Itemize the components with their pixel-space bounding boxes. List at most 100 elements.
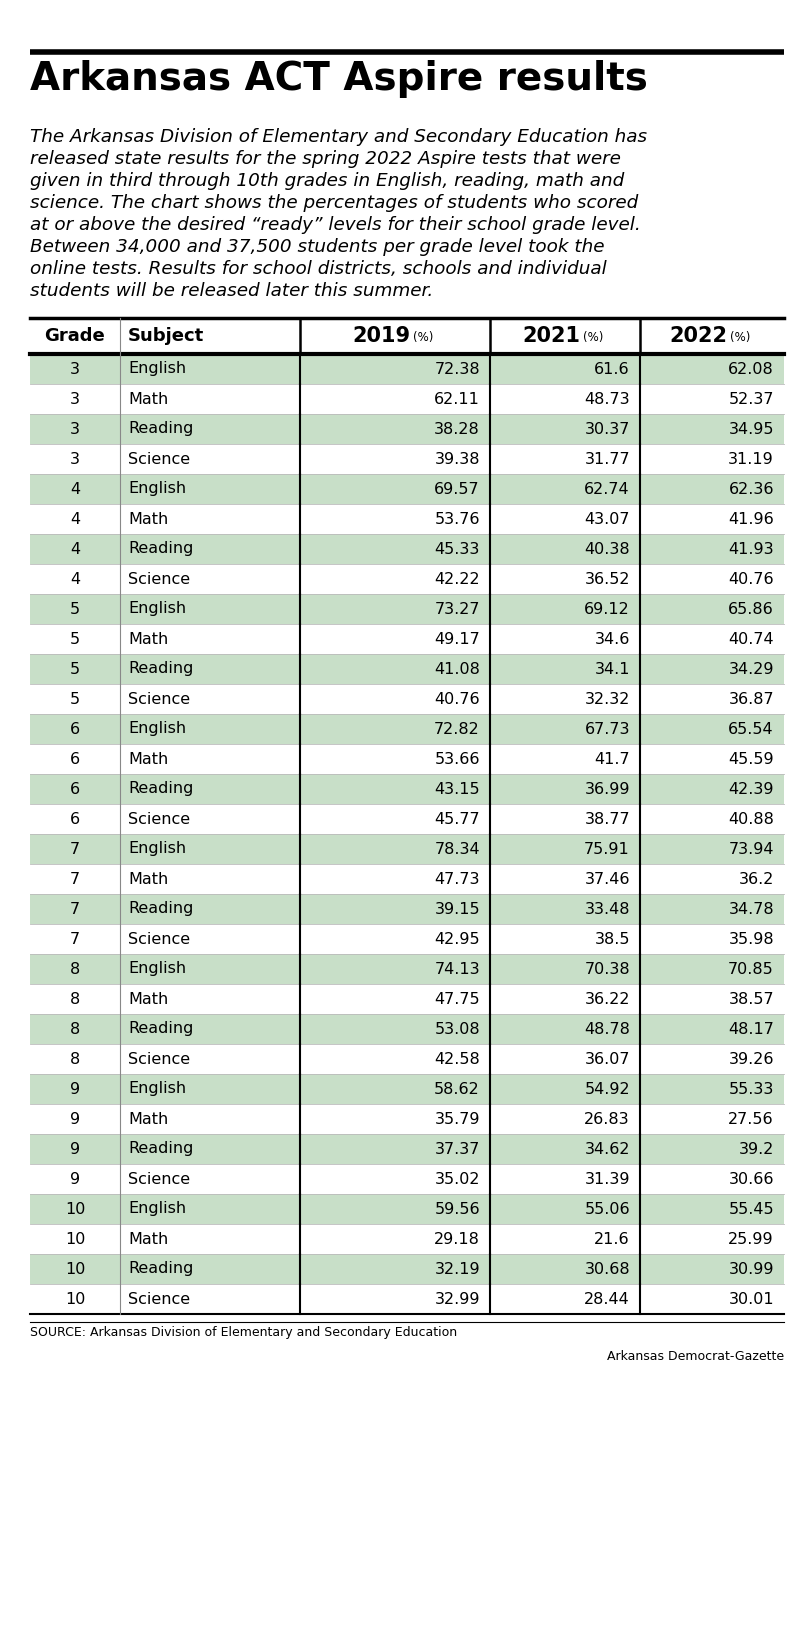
Text: 47.73: 47.73	[434, 871, 480, 887]
Bar	[30, 955, 784, 984]
Text: 32.32: 32.32	[585, 692, 630, 706]
Text: 9: 9	[70, 1142, 80, 1157]
Text: 30.66: 30.66	[728, 1171, 774, 1186]
Text: 8: 8	[70, 991, 80, 1007]
Text: 42.95: 42.95	[434, 932, 480, 946]
Text: Science: Science	[128, 812, 190, 826]
Text: Science: Science	[128, 452, 190, 467]
Text: 58.62: 58.62	[434, 1081, 480, 1096]
Text: 26.83: 26.83	[584, 1112, 630, 1127]
Text: 39.15: 39.15	[434, 902, 480, 917]
Text: 42.39: 42.39	[728, 782, 774, 797]
Text: 8: 8	[70, 1052, 80, 1066]
Text: 34.1: 34.1	[595, 662, 630, 677]
Text: 35.98: 35.98	[728, 932, 774, 946]
Text: 53.76: 53.76	[434, 511, 480, 526]
Text: 21.6: 21.6	[595, 1232, 630, 1247]
Text: 41.7: 41.7	[595, 751, 630, 767]
Text: 43.07: 43.07	[584, 511, 630, 526]
Text: Science: Science	[128, 1291, 190, 1306]
Text: SOURCE: Arkansas Division of Elementary and Secondary Education: SOURCE: Arkansas Division of Elementary …	[30, 1326, 457, 1339]
Text: 9: 9	[70, 1112, 80, 1127]
Text: Science: Science	[128, 572, 190, 587]
Text: 39.26: 39.26	[728, 1052, 774, 1066]
Text: 59.56: 59.56	[434, 1201, 480, 1216]
Text: online tests. Results for school districts, schools and individual: online tests. Results for school distric…	[30, 260, 607, 278]
Text: 75.91: 75.91	[584, 841, 630, 856]
Text: English: English	[128, 361, 186, 376]
Text: 34.62: 34.62	[584, 1142, 630, 1157]
Text: English: English	[128, 601, 186, 616]
Text: 52.37: 52.37	[728, 391, 774, 406]
Text: 5: 5	[70, 662, 80, 677]
Text: English: English	[128, 481, 186, 496]
Text: 5: 5	[70, 601, 80, 616]
Text: 39.38: 39.38	[434, 452, 480, 467]
Text: 32.99: 32.99	[434, 1291, 480, 1306]
Text: 3: 3	[70, 361, 80, 376]
Bar	[30, 1075, 784, 1104]
Text: Math: Math	[128, 631, 168, 646]
Text: Science: Science	[128, 692, 190, 706]
Bar	[30, 1134, 784, 1163]
Text: 35.79: 35.79	[434, 1112, 480, 1127]
Text: 54.92: 54.92	[584, 1081, 630, 1096]
Text: 72.38: 72.38	[434, 361, 480, 376]
Bar	[30, 473, 784, 504]
Text: 35.02: 35.02	[434, 1171, 480, 1186]
Text: 42.58: 42.58	[434, 1052, 480, 1066]
Text: 65.86: 65.86	[728, 601, 774, 616]
Text: 30.01: 30.01	[728, 1291, 774, 1306]
Text: 72.82: 72.82	[434, 721, 480, 736]
Text: The Arkansas Division of Elementary and Secondary Education has: The Arkansas Division of Elementary and …	[30, 128, 647, 146]
Text: English: English	[128, 721, 186, 736]
Text: 73.94: 73.94	[728, 841, 774, 856]
Text: 65.54: 65.54	[728, 721, 774, 736]
Text: 27.56: 27.56	[728, 1112, 774, 1127]
Text: English: English	[128, 841, 186, 856]
Text: 45.33: 45.33	[434, 542, 480, 557]
Text: 48.78: 48.78	[584, 1022, 630, 1037]
Text: 9: 9	[70, 1171, 80, 1186]
Text: 73.27: 73.27	[434, 601, 480, 616]
Text: 38.57: 38.57	[728, 991, 774, 1007]
Text: (%): (%)	[413, 332, 434, 345]
Text: 40.74: 40.74	[728, 631, 774, 646]
Text: 62.36: 62.36	[728, 481, 774, 496]
Text: 45.77: 45.77	[434, 812, 480, 826]
Text: 7: 7	[70, 841, 80, 856]
Text: 10: 10	[65, 1262, 85, 1277]
Text: 36.52: 36.52	[584, 572, 630, 587]
Text: 48.73: 48.73	[584, 391, 630, 406]
Text: 37.46: 37.46	[584, 871, 630, 887]
Text: 78.34: 78.34	[434, 841, 480, 856]
Text: students will be released later this summer.: students will be released later this sum…	[30, 283, 434, 301]
Text: Math: Math	[128, 391, 168, 406]
Text: 74.13: 74.13	[434, 961, 480, 976]
Text: 49.17: 49.17	[434, 631, 480, 646]
Text: Reading: Reading	[128, 542, 193, 557]
Text: 55.06: 55.06	[584, 1201, 630, 1216]
Text: Reading: Reading	[128, 1142, 193, 1157]
Bar	[30, 414, 784, 444]
Text: 40.38: 40.38	[584, 542, 630, 557]
Text: Reading: Reading	[128, 782, 193, 797]
Text: 30.99: 30.99	[728, 1262, 774, 1277]
Text: Subject: Subject	[128, 327, 204, 345]
Text: 41.96: 41.96	[728, 511, 774, 526]
Text: 30.37: 30.37	[585, 422, 630, 437]
Text: 32.19: 32.19	[434, 1262, 480, 1277]
Text: 38.5: 38.5	[595, 932, 630, 946]
Text: 4: 4	[70, 481, 80, 496]
Text: 61.6: 61.6	[595, 361, 630, 376]
Text: 53.08: 53.08	[434, 1022, 480, 1037]
Text: 38.77: 38.77	[584, 812, 630, 826]
Text: 4: 4	[70, 572, 80, 587]
Text: 28.44: 28.44	[584, 1291, 630, 1306]
Text: 36.99: 36.99	[584, 782, 630, 797]
Bar	[30, 715, 784, 744]
Text: 47.75: 47.75	[434, 991, 480, 1007]
Text: 3: 3	[70, 422, 80, 437]
Text: Math: Math	[128, 871, 168, 887]
Text: 34.6: 34.6	[595, 631, 630, 646]
